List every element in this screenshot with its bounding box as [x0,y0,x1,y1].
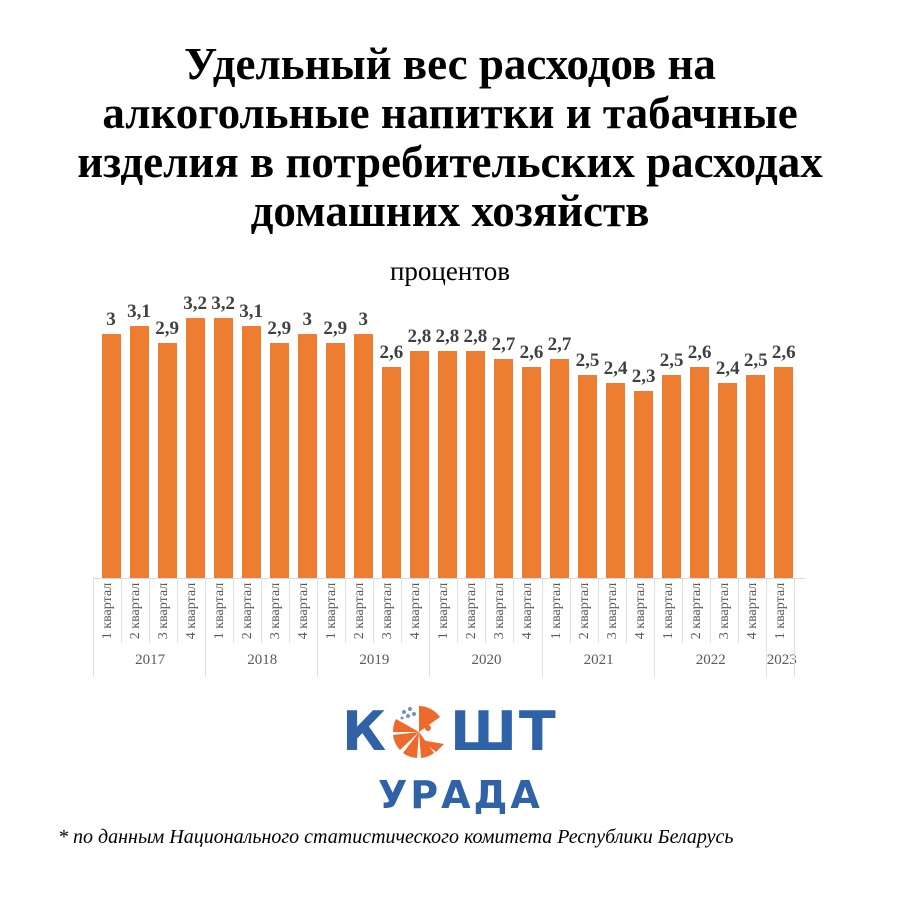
bar [185,318,205,578]
bar-value-label: 2,9 [323,317,348,339]
bar [493,358,513,578]
bar-value-label: 3 [358,309,369,331]
logo-letters-sht: ШТ [450,700,558,763]
orange-segments-icon [388,700,450,758]
plot-area: 3 3,1 2,9 3,2 3,2 3,1 2,9 3 2,9 3 2,6 2,8 2,8 2,8 2,7 2… [93,293,805,578]
bar-value-label: 3 [302,309,312,331]
bar [269,342,289,578]
quarter-tick-label: 3 квартал [373,579,402,643]
x-axis: 1 квартал 2 квартал 3 квартал 4 квартал 1 кв… [93,578,805,677]
bar [381,366,401,578]
quarter-tick-label: 2 квартал [121,579,150,643]
quarter-tick-label: 3 квартал [485,579,514,643]
bar-value-label: 3 [106,309,116,331]
title-line: домашних хозяйств [250,186,650,236]
year-tick-label: 2021 [541,643,655,677]
chart-subtitle: процентов [389,256,511,286]
quarter-tick-label: 4 квартал [177,579,206,643]
quarter-tick-label: 1 квартал [317,579,346,643]
quarter-tick-label: 4 квартал [625,579,655,643]
source-footnote: * по данным Национального статистическог… [58,826,734,848]
bar [662,375,682,578]
bar-value-label: 2,5 [659,350,684,371]
bar-value-label: 2,8 [407,325,432,347]
title-line: изделия в потребительских расходах [77,137,823,187]
chart-title: Удельный вес расходов на алкогольные нап… [0,40,900,236]
title-line: алкогольные напитки и табачные [102,88,798,138]
bar-value-label: 2,5 [743,350,768,371]
bar-value-label: 2,6 [519,341,544,363]
bar [353,334,373,578]
logo: К ШТ УРАДА [330,700,570,820]
quarter-tick-label: 4 квартал [737,579,767,643]
bar [578,375,598,578]
bar [718,383,738,578]
bar [129,326,149,578]
bar [634,391,654,578]
quarter-tick-label: 2 квартал [457,579,486,643]
quarter-tick-label: 4 квартал [289,579,318,643]
quarter-tick-label: 1 квартал [205,579,234,643]
quarter-tick-label: 1 квартал [653,579,683,643]
quarter-tick-label: 1 квартал [93,579,122,643]
bar [409,350,429,578]
bar-value-label: 2,6 [771,341,796,363]
quarter-tick-label: 1 квартал [429,579,458,643]
bar-value-label: 3,1 [239,301,264,323]
bar-value-label: 2,4 [715,358,740,380]
bar [521,366,541,578]
logo-top-text: К ШТ [342,700,558,763]
quarter-tick-label: 1 квартал [765,579,795,643]
bar [437,350,457,578]
year-tick-label: 2020 [429,643,542,677]
bar-value-label: 2,8 [463,325,488,347]
quarter-tick-label: 4 квартал [401,579,430,643]
quarter-tick-label: 3 квартал [709,579,739,643]
bar-value-label: 2,3 [631,366,656,388]
bar [157,342,177,578]
bar-value-label: 2,9 [267,317,292,339]
quarter-tick-label: 3 квартал [261,579,290,643]
bar-value-label: 2,7 [547,333,572,355]
year-tick-label: 2023 [765,643,797,677]
bar [606,383,626,578]
bar-value-label: 2,6 [687,341,712,363]
year-tick-label: 2022 [653,643,767,677]
bar [241,326,261,578]
bar [465,350,485,578]
logo-bottom-text: УРАДА [378,773,543,817]
bar-value-label: 3,2 [211,293,236,315]
bar [213,318,233,578]
title-line: Удельный вес расходов на [184,39,716,89]
year-tick-label: 2018 [205,643,318,677]
axis-end-line [793,579,795,677]
bar-value-label: 2,4 [603,358,628,380]
bar-value-label: 3,2 [183,293,207,315]
bar-value-label: 3,1 [127,301,151,323]
quarter-tick-label: 3 квартал [597,579,627,643]
quarter-tick-label: 2 квартал [345,579,374,643]
bar-value-label: 2,8 [435,325,460,347]
bar [101,334,121,578]
bar [325,342,345,578]
quarter-tick-label: 3 квартал [149,579,178,643]
quarter-tick-label: 2 квартал [681,579,711,643]
quarter-tick-label: 1 квартал [541,579,571,643]
logo-letter-k: К [342,700,389,763]
quarter-tick-label: 4 квартал [513,579,542,643]
bar-value-label: 2,6 [379,341,404,363]
year-tick-label: 2019 [317,643,430,677]
bar [550,358,570,578]
bar [774,366,794,578]
bar-value-label: 2,9 [155,317,179,339]
bar-value-label: 2,5 [575,350,600,371]
bar [690,366,710,578]
quarter-tick-label: 2 квартал [233,579,262,643]
year-tick-label: 2017 [93,643,206,677]
quarter-tick-label: 2 квартал [569,579,599,643]
bar-value-label: 2,7 [491,333,516,355]
bar [297,334,317,578]
bar [746,375,766,578]
